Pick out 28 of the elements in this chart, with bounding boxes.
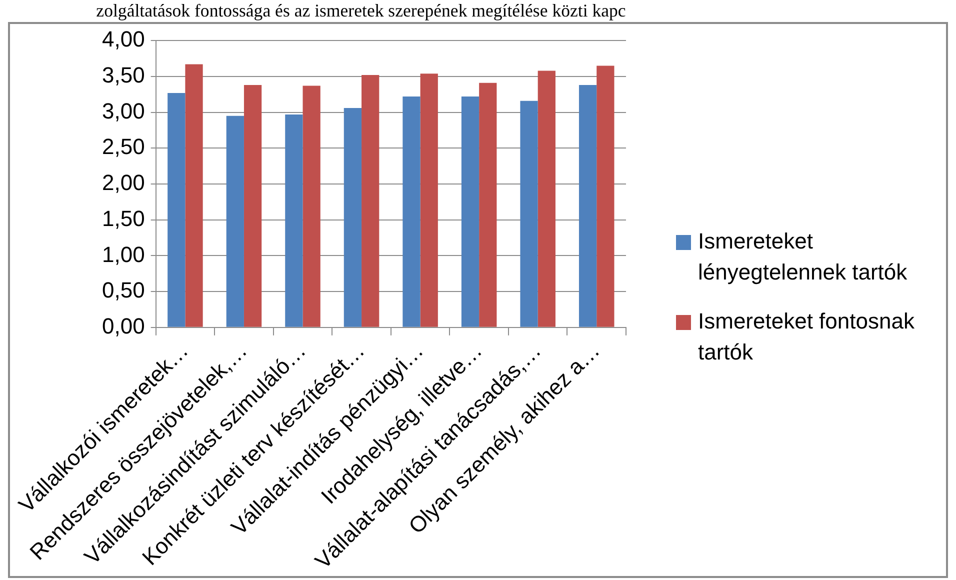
bar	[362, 75, 380, 327]
y-tick-label: 0,00	[102, 313, 145, 338]
y-tick-label: 2,50	[102, 134, 145, 160]
y-tick-label: 1,00	[102, 242, 145, 267]
bar	[285, 114, 303, 327]
legend-label: Ismereteket lényegtelennek tartók	[698, 228, 908, 285]
y-tick-label: 0,50	[102, 278, 145, 303]
y-tick-label: 2,00	[102, 170, 145, 196]
bar	[461, 96, 480, 327]
bar	[596, 66, 614, 327]
bar	[520, 100, 538, 327]
bar	[302, 86, 320, 327]
legend-label: Ismereteket fontosnak tartók	[698, 308, 916, 365]
chart-title: zolgáltatások fontossága és az ismeretek szerepének megítélése közti kapc	[96, 0, 626, 21]
y-tick-label: 4,00	[102, 26, 145, 52]
bar	[185, 64, 203, 327]
y-tick-label: 3,50	[102, 62, 145, 88]
bar	[226, 116, 244, 327]
y-tick-label: 1,50	[102, 206, 145, 231]
bar	[344, 108, 362, 327]
bar	[244, 85, 262, 327]
bar	[420, 74, 438, 327]
bar	[479, 82, 497, 327]
y-tick-label: 3,00	[102, 98, 145, 124]
bar	[578, 85, 597, 327]
bar	[402, 96, 420, 327]
bar	[168, 92, 186, 327]
bar	[538, 70, 556, 327]
